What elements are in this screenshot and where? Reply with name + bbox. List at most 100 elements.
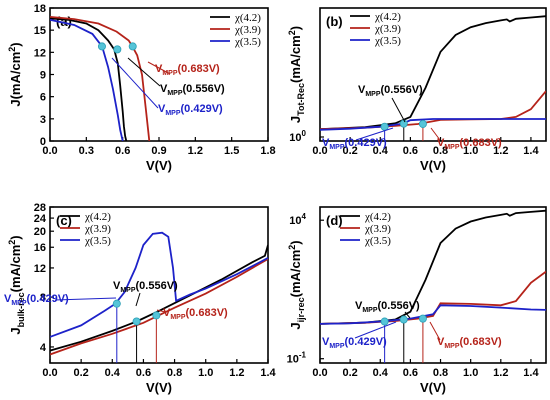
legend-label: χ(3.9) — [374, 23, 401, 35]
mpp-annotation: VMPP(0.683V) — [437, 137, 502, 151]
y-axis-label: J(mA/cm2) — [7, 42, 23, 106]
series-line-chi39 — [320, 270, 546, 325]
series-line-chi39 — [50, 16, 151, 141]
legend-label: χ(3.5) — [84, 235, 111, 247]
annotation-value: (0.429V) — [345, 336, 388, 348]
annotation-arrow — [355, 127, 394, 141]
panel-b: 0.0 0.2 0.4 0.6 0.8 1.0 1.2 1.4 100 (b) V(V) JTot-R… — [287, 7, 547, 173]
y-label-unit: (mA/cm — [288, 35, 303, 83]
annotation-value: (0.683V) — [460, 137, 503, 149]
y-label-main: J(mA/cm — [8, 52, 23, 107]
x-tick-label: 0.6 — [115, 145, 130, 157]
plot-frame — [319, 206, 547, 364]
mpp-annotation: VMPP(0.556V) — [355, 300, 420, 314]
y-axis-label: JTot-Rec(mA/cm2) — [287, 26, 306, 123]
series-line-chi42 — [50, 244, 268, 352]
x-tick-label: 0.8 — [433, 367, 448, 379]
y-tick-label: 12 — [34, 263, 46, 275]
annotation-subscript: MPP — [165, 110, 181, 117]
panel-c: 0.0 0.2 0.4 0.6 0.8 1.0 1.2 1.4481216202428(c)V… — [4, 202, 277, 395]
x-tick-label: 1.0 — [198, 367, 213, 379]
series-line-chi39 — [320, 90, 546, 131]
mpp-annotation: VMPP(0.429V) — [4, 293, 69, 307]
legend-label: χ(3.9) — [234, 24, 261, 36]
x-axis-label: V(V) — [146, 158, 172, 173]
y-label-unit: (mA/cm — [8, 245, 23, 293]
mpp-annotation: VMPP(0.429V) — [158, 103, 223, 117]
annotation-subscript: MPP — [162, 70, 178, 77]
y-tick-label: 100 — [289, 129, 306, 144]
y-label-close: ) — [288, 240, 303, 244]
y-tick-base: 10 — [289, 215, 301, 227]
annotation-arrow — [404, 311, 411, 319]
y-label-superscript: 2 — [287, 245, 297, 250]
x-tick-label: 0.0 — [312, 145, 327, 157]
x-tick-label: 1.2 — [188, 145, 203, 157]
legend-label: χ(3.5) — [374, 35, 401, 47]
x-tick-label: 1.2 — [493, 367, 508, 379]
annotation-value: (0.683V) — [186, 307, 229, 319]
y-label-subscript: ijr-rec — [296, 297, 306, 322]
annotation-subscript: MPP — [329, 343, 345, 350]
x-tick-label: 0.6 — [403, 145, 418, 157]
legend-label: χ(4.2) — [84, 211, 111, 223]
mpp-annotation: VMPP(0.556V) — [358, 84, 423, 98]
annotation-prefix: V — [163, 307, 171, 319]
x-tick-label: 0.0 — [312, 367, 327, 379]
annotation-prefix: V — [322, 137, 330, 149]
x-tick-label: 0.2 — [342, 145, 357, 157]
annotation-prefix: V — [437, 336, 445, 348]
y-label-superscript: 2 — [287, 30, 297, 35]
mpp-marker — [97, 42, 106, 51]
y-tick-label: 16 — [34, 242, 46, 254]
mpp-annotation: VMPP(0.556V) — [160, 83, 225, 97]
y-label-main: J — [288, 322, 303, 329]
legend-label: χ(3.5) — [234, 36, 261, 48]
annotation-subscript: MPP — [365, 91, 381, 98]
plot-frame — [49, 206, 269, 364]
x-tick-label: 0.3 — [79, 145, 94, 157]
annotation-subscript: MPP — [170, 314, 186, 321]
y-tick-base: 10 — [289, 132, 301, 144]
x-tick-label: 0.8 — [433, 145, 448, 157]
y-axis-label: Jijr-rec(mA/cm2) — [287, 240, 306, 329]
annotation-prefix: V — [358, 84, 366, 96]
annotation-arrow — [135, 292, 141, 307]
y-tick-label: 20 — [34, 226, 46, 238]
mpp-marker — [128, 42, 137, 51]
mpp-marker — [152, 311, 161, 320]
legend-label: χ(3.9) — [84, 223, 111, 235]
mpp-marker — [399, 119, 408, 128]
annotation-value: (0.683V) — [460, 336, 503, 348]
x-axis-label: V(V) — [420, 158, 446, 173]
mpp-marker — [380, 317, 389, 326]
y-label-superscript: 2 — [7, 47, 17, 52]
y-tick-label: 4 — [40, 342, 47, 354]
annotation-arrow — [127, 57, 161, 87]
x-tick-label: 1.4 — [523, 145, 539, 157]
mpp-annotation: VMPP(0.429V) — [322, 336, 387, 350]
annotation-arrow — [391, 97, 406, 123]
x-tick-label: 0.8 — [167, 367, 182, 379]
y-tick-label: 9 — [40, 70, 46, 82]
annotation-value: (0.556V) — [381, 84, 424, 96]
mpp-annotation: VMPP(0.683V) — [437, 336, 502, 350]
annotation-arrow — [54, 297, 117, 301]
annotation-arrow — [111, 57, 159, 109]
x-tick-label: 1.8 — [260, 145, 275, 157]
y-label-close: ) — [8, 42, 23, 46]
mpp-marker — [399, 315, 408, 324]
legend-label: χ(3.9) — [364, 223, 391, 235]
y-tick-exponent: -1 — [299, 351, 307, 360]
y-tick-label: 104 — [289, 212, 306, 227]
panel-label: (b) — [326, 14, 343, 29]
mpp-marker — [112, 299, 121, 308]
annotation-subscript: MPP — [444, 343, 460, 350]
series-line-chi35 — [320, 304, 546, 325]
annotation-subscript: MPP — [167, 90, 183, 97]
x-tick-label: 0.6 — [136, 367, 151, 379]
y-tick-label: 28 — [34, 202, 46, 214]
y-label-close: ) — [288, 26, 303, 30]
y-tick-label: 6 — [40, 92, 46, 104]
